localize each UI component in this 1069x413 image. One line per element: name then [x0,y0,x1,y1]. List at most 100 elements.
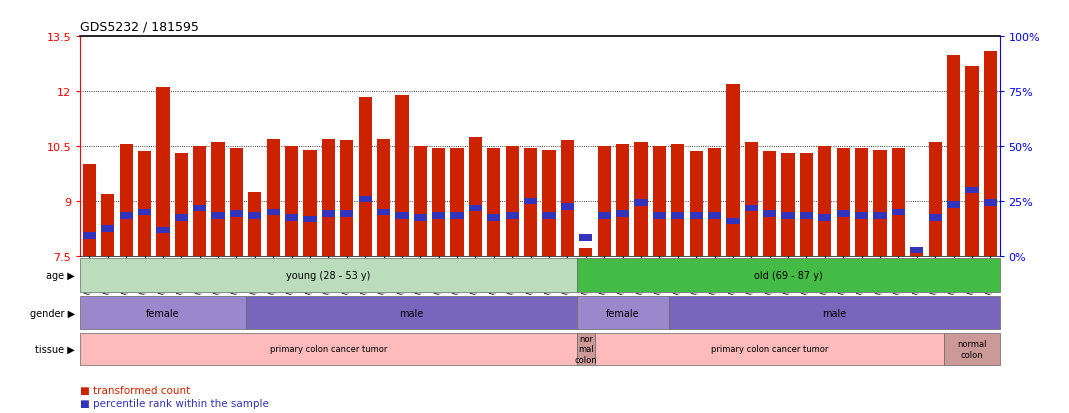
Bar [598,147,610,256]
Bar [377,209,390,216]
Bar [781,213,794,219]
Bar [414,214,427,221]
Bar [855,148,868,256]
Bar [929,143,942,256]
Bar [358,97,372,256]
Bar [450,148,464,256]
Text: primary colon cancer tumor: primary colon cancer tumor [711,344,828,354]
Bar [174,214,188,221]
Bar [579,249,592,256]
Bar [506,213,518,219]
Bar [708,213,722,219]
Bar [690,152,702,256]
Bar [212,143,224,256]
Bar [120,213,133,219]
Text: nor
mal
colon: nor mal colon [574,334,598,364]
Bar [524,198,538,204]
Text: ■ transformed count: ■ transformed count [80,385,190,395]
Bar [396,213,408,219]
Bar [561,204,574,210]
Bar [230,148,243,256]
Bar [965,187,978,194]
Bar [469,205,482,212]
Bar [983,52,997,256]
Text: normal
colon: normal colon [957,339,987,358]
Bar [138,209,151,216]
Bar [432,148,446,256]
Bar [80,333,576,365]
Bar [873,213,886,219]
Bar [763,211,776,217]
Bar [579,235,592,241]
Bar [745,205,758,212]
Bar [598,213,610,219]
Bar [929,214,942,221]
Bar [80,259,576,292]
Bar [506,147,518,256]
Bar [340,211,354,217]
Bar [947,202,960,208]
Bar [102,194,114,256]
Bar [671,213,684,219]
Bar [193,147,206,256]
Bar [304,216,316,223]
Bar [576,296,668,330]
Bar [285,147,298,256]
Bar [156,227,170,234]
Bar [726,85,740,256]
Text: old (69 - 87 y): old (69 - 87 y) [754,271,822,281]
Bar [616,145,630,256]
Bar [634,143,648,256]
Bar [212,213,224,219]
Bar [837,211,850,217]
Bar [576,259,1000,292]
Bar [708,148,722,256]
Text: age ▶: age ▶ [46,271,75,281]
Bar [414,147,427,256]
Bar [304,150,316,256]
Bar [542,150,556,256]
Bar [102,225,114,232]
Bar [690,213,702,219]
Text: female: female [606,308,639,318]
Bar [781,154,794,256]
Bar [285,214,298,221]
Bar [745,143,758,256]
Text: ■ percentile rank within the sample: ■ percentile rank within the sample [80,398,269,408]
Text: primary colon cancer tumor: primary colon cancer tumor [269,344,387,354]
Bar [983,200,997,206]
Bar [193,205,206,212]
Text: male: male [822,308,847,318]
Bar [174,154,188,256]
Bar [873,150,886,256]
Bar [726,218,740,225]
Bar [82,165,96,256]
Bar [432,213,446,219]
Bar [800,213,814,219]
Bar [668,296,1000,330]
Bar [248,192,262,256]
Bar [542,213,556,219]
Bar [892,209,905,216]
Bar [944,333,1000,365]
Bar [396,95,408,256]
Bar [800,154,814,256]
Bar [837,148,850,256]
Bar [82,233,96,239]
Bar [469,138,482,256]
Bar [616,211,630,217]
Bar [524,148,538,256]
Bar [947,55,960,256]
Text: female: female [146,308,180,318]
Bar [248,213,262,219]
Bar [595,333,944,365]
Bar [80,296,246,330]
Bar [965,66,978,256]
Bar [156,88,170,256]
Bar [653,213,666,219]
Bar [246,296,576,330]
Bar [763,152,776,256]
Bar [818,214,832,221]
Bar [322,211,335,217]
Bar [340,141,354,256]
